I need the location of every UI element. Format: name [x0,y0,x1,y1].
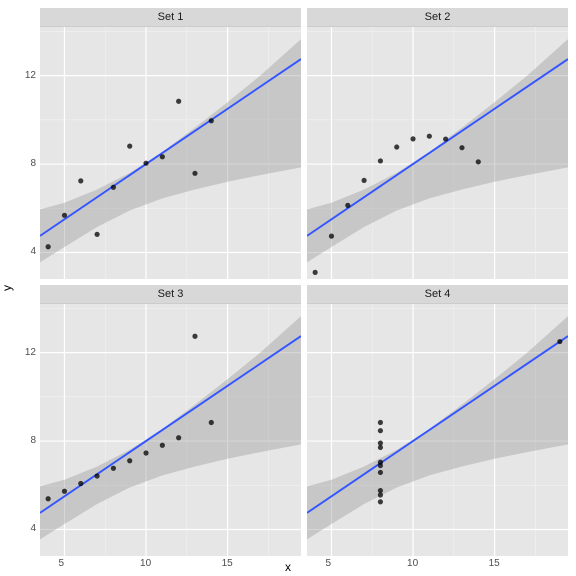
data-point [361,178,366,183]
data-point [378,158,383,163]
data-point [443,136,448,141]
data-point [378,440,383,445]
data-point [127,144,132,149]
x-tick-label: 15 [489,558,500,569]
data-point [160,154,165,159]
y-tick-label: 12 [25,70,36,81]
plot-area: 4812 [40,27,301,279]
data-point [345,203,350,208]
data-point [94,232,99,237]
plot-area [307,27,568,279]
data-point [143,450,148,455]
data-point [192,171,197,176]
data-point [378,492,383,497]
data-point [62,213,67,218]
data-point [459,145,464,150]
y-tick-label: 4 [30,246,36,257]
x-tick-label: 5 [58,558,64,569]
panel-set-1: Set 14812 [40,8,301,279]
data-point [378,445,383,450]
data-point [192,334,197,339]
data-point [176,99,181,104]
data-point [209,420,214,425]
facet-strip: Set 3 [40,285,301,304]
x-tick-label: 5 [325,558,331,569]
data-point [209,118,214,123]
data-point [313,270,318,275]
x-tick-label: 15 [222,558,233,569]
confidence-ribbon [40,39,301,262]
data-point [557,339,562,344]
data-point [378,499,383,504]
data-point [427,134,432,139]
data-point [176,435,181,440]
data-point [476,159,481,164]
panel-set-2: Set 2 [307,8,568,279]
data-point [111,185,116,190]
data-point [329,234,334,239]
y-tick-label: 12 [25,347,36,358]
facet-strip: Set 2 [307,8,568,27]
data-point [78,481,83,486]
x-axis-label: x [285,560,291,574]
data-point [378,488,383,493]
x-tick-label: 10 [140,558,151,569]
data-point [127,458,132,463]
data-point [378,428,383,433]
data-point [394,144,399,149]
data-point [46,244,51,249]
data-point [46,496,51,501]
x-tick-label: 10 [407,558,418,569]
confidence-ribbon [40,316,301,539]
plot-area: 51015 [307,304,568,556]
y-axis-label: y [0,285,14,291]
y-tick-label: 8 [30,158,36,169]
panel-set-3: Set 3481251015 [40,285,301,556]
data-point [78,178,83,183]
confidence-ribbon [307,39,568,262]
panel-grid: Set 14812Set 2Set 3481251015Set 451015 [40,8,568,556]
facet-strip: Set 1 [40,8,301,27]
data-point [160,443,165,448]
data-point [143,161,148,166]
facet-grid-figure: y x Set 14812Set 2Set 3481251015Set 4510… [0,0,576,576]
data-point [111,466,116,471]
facet-strip: Set 4 [307,285,568,304]
data-point [378,470,383,475]
y-tick-label: 4 [30,523,36,534]
data-point [94,473,99,478]
y-tick-label: 8 [30,435,36,446]
data-point [378,420,383,425]
data-point [378,463,383,468]
panel-set-4: Set 451015 [307,285,568,556]
data-point [62,489,67,494]
data-point [410,136,415,141]
confidence-ribbon [307,316,568,539]
plot-area: 481251015 [40,304,301,556]
